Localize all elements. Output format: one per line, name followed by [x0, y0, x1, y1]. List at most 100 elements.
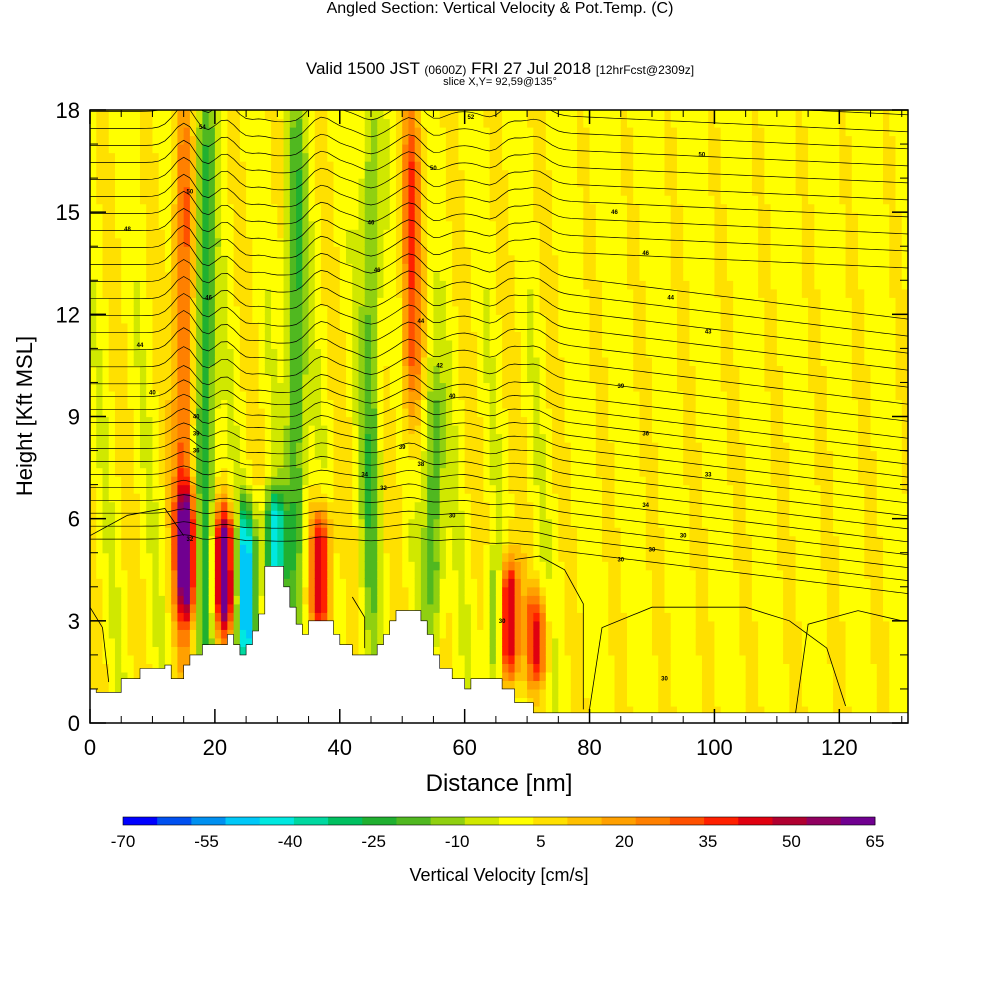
field-cell — [364, 254, 372, 264]
field-cell — [189, 569, 197, 579]
field-cell — [346, 493, 353, 503]
field-cell — [202, 637, 210, 647]
field-cell — [146, 416, 154, 426]
field-cell — [96, 135, 104, 145]
field-cell — [420, 527, 428, 537]
field-cell — [383, 544, 391, 554]
field-cell — [464, 382, 472, 392]
field-cell — [158, 561, 166, 571]
field-cell — [508, 671, 516, 682]
field-cell — [383, 450, 391, 460]
field-cell — [314, 305, 322, 315]
field-cell — [221, 331, 228, 341]
field-cell — [477, 433, 484, 443]
field-cell — [239, 246, 247, 256]
field-cell — [495, 637, 503, 647]
field-cell — [458, 390, 466, 401]
field-cell — [102, 493, 110, 503]
field-cell — [427, 373, 435, 384]
field-cell — [121, 152, 129, 162]
field-cell — [96, 178, 104, 188]
field-cell — [177, 450, 185, 460]
field-cell — [208, 637, 216, 647]
field-cell — [114, 501, 122, 511]
field-cell — [483, 654, 491, 664]
field-cell — [227, 127, 235, 137]
field-cell — [177, 382, 185, 392]
field-cell — [414, 254, 422, 264]
field-cell — [271, 246, 278, 256]
field-cell — [196, 263, 203, 273]
field-cell — [514, 680, 522, 690]
field-cell — [408, 501, 416, 511]
field-cell — [514, 603, 522, 613]
field-cell — [221, 356, 228, 367]
field-cell — [252, 118, 260, 128]
field-cell — [302, 535, 310, 545]
field-cell — [321, 518, 328, 528]
field-cell — [114, 476, 122, 486]
field-cell — [283, 339, 291, 349]
field-cell — [164, 467, 172, 477]
field-cell — [314, 237, 322, 247]
field-cell — [477, 603, 484, 613]
field-cell — [314, 195, 322, 205]
field-cell — [196, 110, 203, 120]
field-cell — [233, 459, 241, 469]
field-cell — [502, 407, 509, 418]
field-cell — [121, 399, 129, 409]
field-cell — [346, 339, 353, 349]
field-cell — [427, 305, 435, 315]
field-cell — [452, 212, 460, 222]
field-cell — [308, 493, 316, 503]
field-cell — [227, 144, 235, 154]
field-cell — [439, 493, 447, 503]
field-cell — [314, 390, 322, 401]
field-cell — [502, 110, 509, 120]
field-cell — [508, 561, 516, 571]
field-cell — [271, 339, 278, 349]
field-cell — [427, 203, 435, 213]
field-cell — [321, 144, 328, 154]
field-cell — [152, 629, 160, 639]
field-cell — [283, 425, 291, 435]
field-cell — [271, 203, 278, 213]
field-cell — [296, 578, 303, 588]
field-cell — [221, 416, 228, 426]
field-cell — [183, 237, 191, 247]
field-cell — [495, 322, 503, 332]
field-cell — [308, 595, 316, 605]
field-cell — [133, 510, 141, 520]
field-cell — [489, 663, 497, 673]
field-cell — [233, 535, 241, 545]
field-cell — [458, 578, 466, 588]
field-cell — [458, 484, 466, 494]
field-cell — [489, 118, 497, 128]
field-cell — [114, 578, 122, 588]
field-cell — [108, 467, 116, 477]
field-cell — [164, 356, 172, 367]
field-cell — [90, 305, 97, 315]
field-cell — [102, 254, 110, 264]
field-cell — [90, 356, 97, 367]
field-cell — [383, 518, 391, 528]
field-cell — [402, 297, 410, 307]
field-cell — [289, 459, 297, 469]
field-cell — [420, 467, 428, 477]
field-cell — [477, 399, 484, 409]
field-cell — [108, 110, 116, 120]
field-cell — [433, 518, 441, 528]
field-cell — [152, 646, 160, 656]
field-cell — [264, 450, 272, 460]
field-cell — [420, 161, 428, 171]
field-cell — [133, 152, 141, 162]
field-cell — [358, 527, 366, 537]
field-cell — [358, 518, 366, 528]
field-cell — [196, 152, 203, 162]
field-cell — [221, 110, 228, 120]
field-cell — [364, 382, 372, 392]
field-cell — [420, 178, 428, 188]
field-cell — [158, 535, 166, 545]
field-cell — [114, 629, 122, 639]
field-cell — [483, 331, 491, 341]
